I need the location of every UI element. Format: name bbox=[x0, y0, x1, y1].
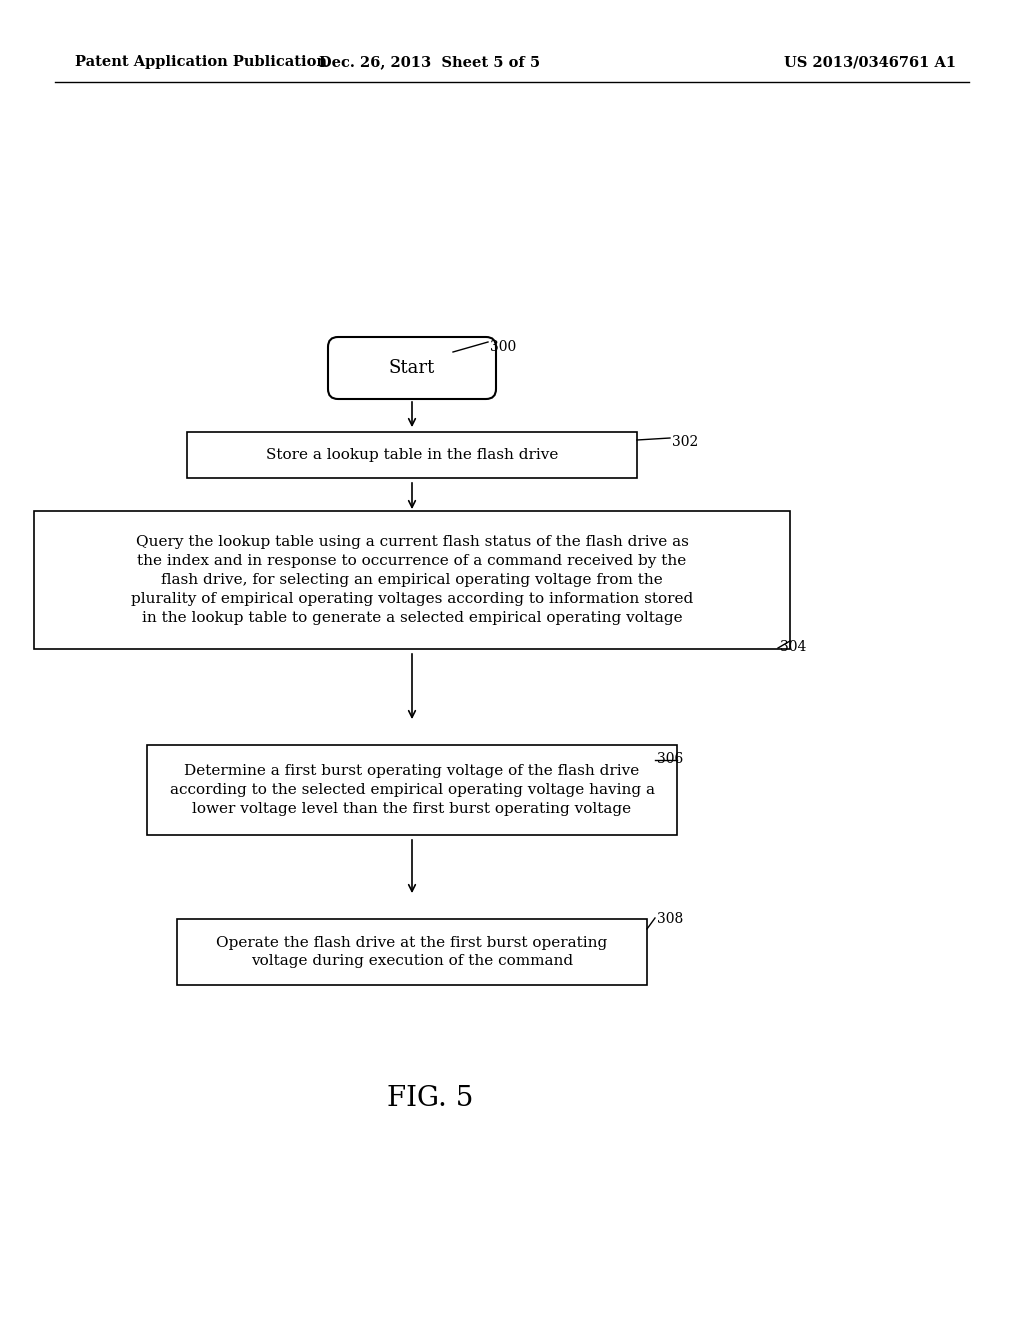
Text: 304: 304 bbox=[780, 640, 806, 653]
Text: Start: Start bbox=[389, 359, 435, 378]
Text: 308: 308 bbox=[657, 912, 683, 927]
Text: 300: 300 bbox=[490, 341, 516, 354]
Text: Determine a first burst operating voltage of the flash drive
according to the se: Determine a first burst operating voltag… bbox=[170, 764, 654, 816]
Text: FIG. 5: FIG. 5 bbox=[387, 1085, 473, 1111]
Bar bbox=[187, 432, 637, 478]
Text: 306: 306 bbox=[657, 752, 683, 766]
Bar bbox=[147, 744, 677, 836]
FancyBboxPatch shape bbox=[328, 337, 496, 399]
Bar bbox=[34, 511, 790, 649]
Text: Dec. 26, 2013  Sheet 5 of 5: Dec. 26, 2013 Sheet 5 of 5 bbox=[319, 55, 541, 69]
Text: Operate the flash drive at the first burst operating
voltage during execution of: Operate the flash drive at the first bur… bbox=[216, 936, 607, 969]
Bar bbox=[177, 919, 647, 985]
Text: Store a lookup table in the flash drive: Store a lookup table in the flash drive bbox=[266, 447, 558, 462]
Text: Patent Application Publication: Patent Application Publication bbox=[75, 55, 327, 69]
Text: Query the lookup table using a current flash status of the flash drive as
the in: Query the lookup table using a current f… bbox=[131, 535, 693, 624]
Text: 302: 302 bbox=[672, 436, 698, 449]
Text: US 2013/0346761 A1: US 2013/0346761 A1 bbox=[784, 55, 956, 69]
